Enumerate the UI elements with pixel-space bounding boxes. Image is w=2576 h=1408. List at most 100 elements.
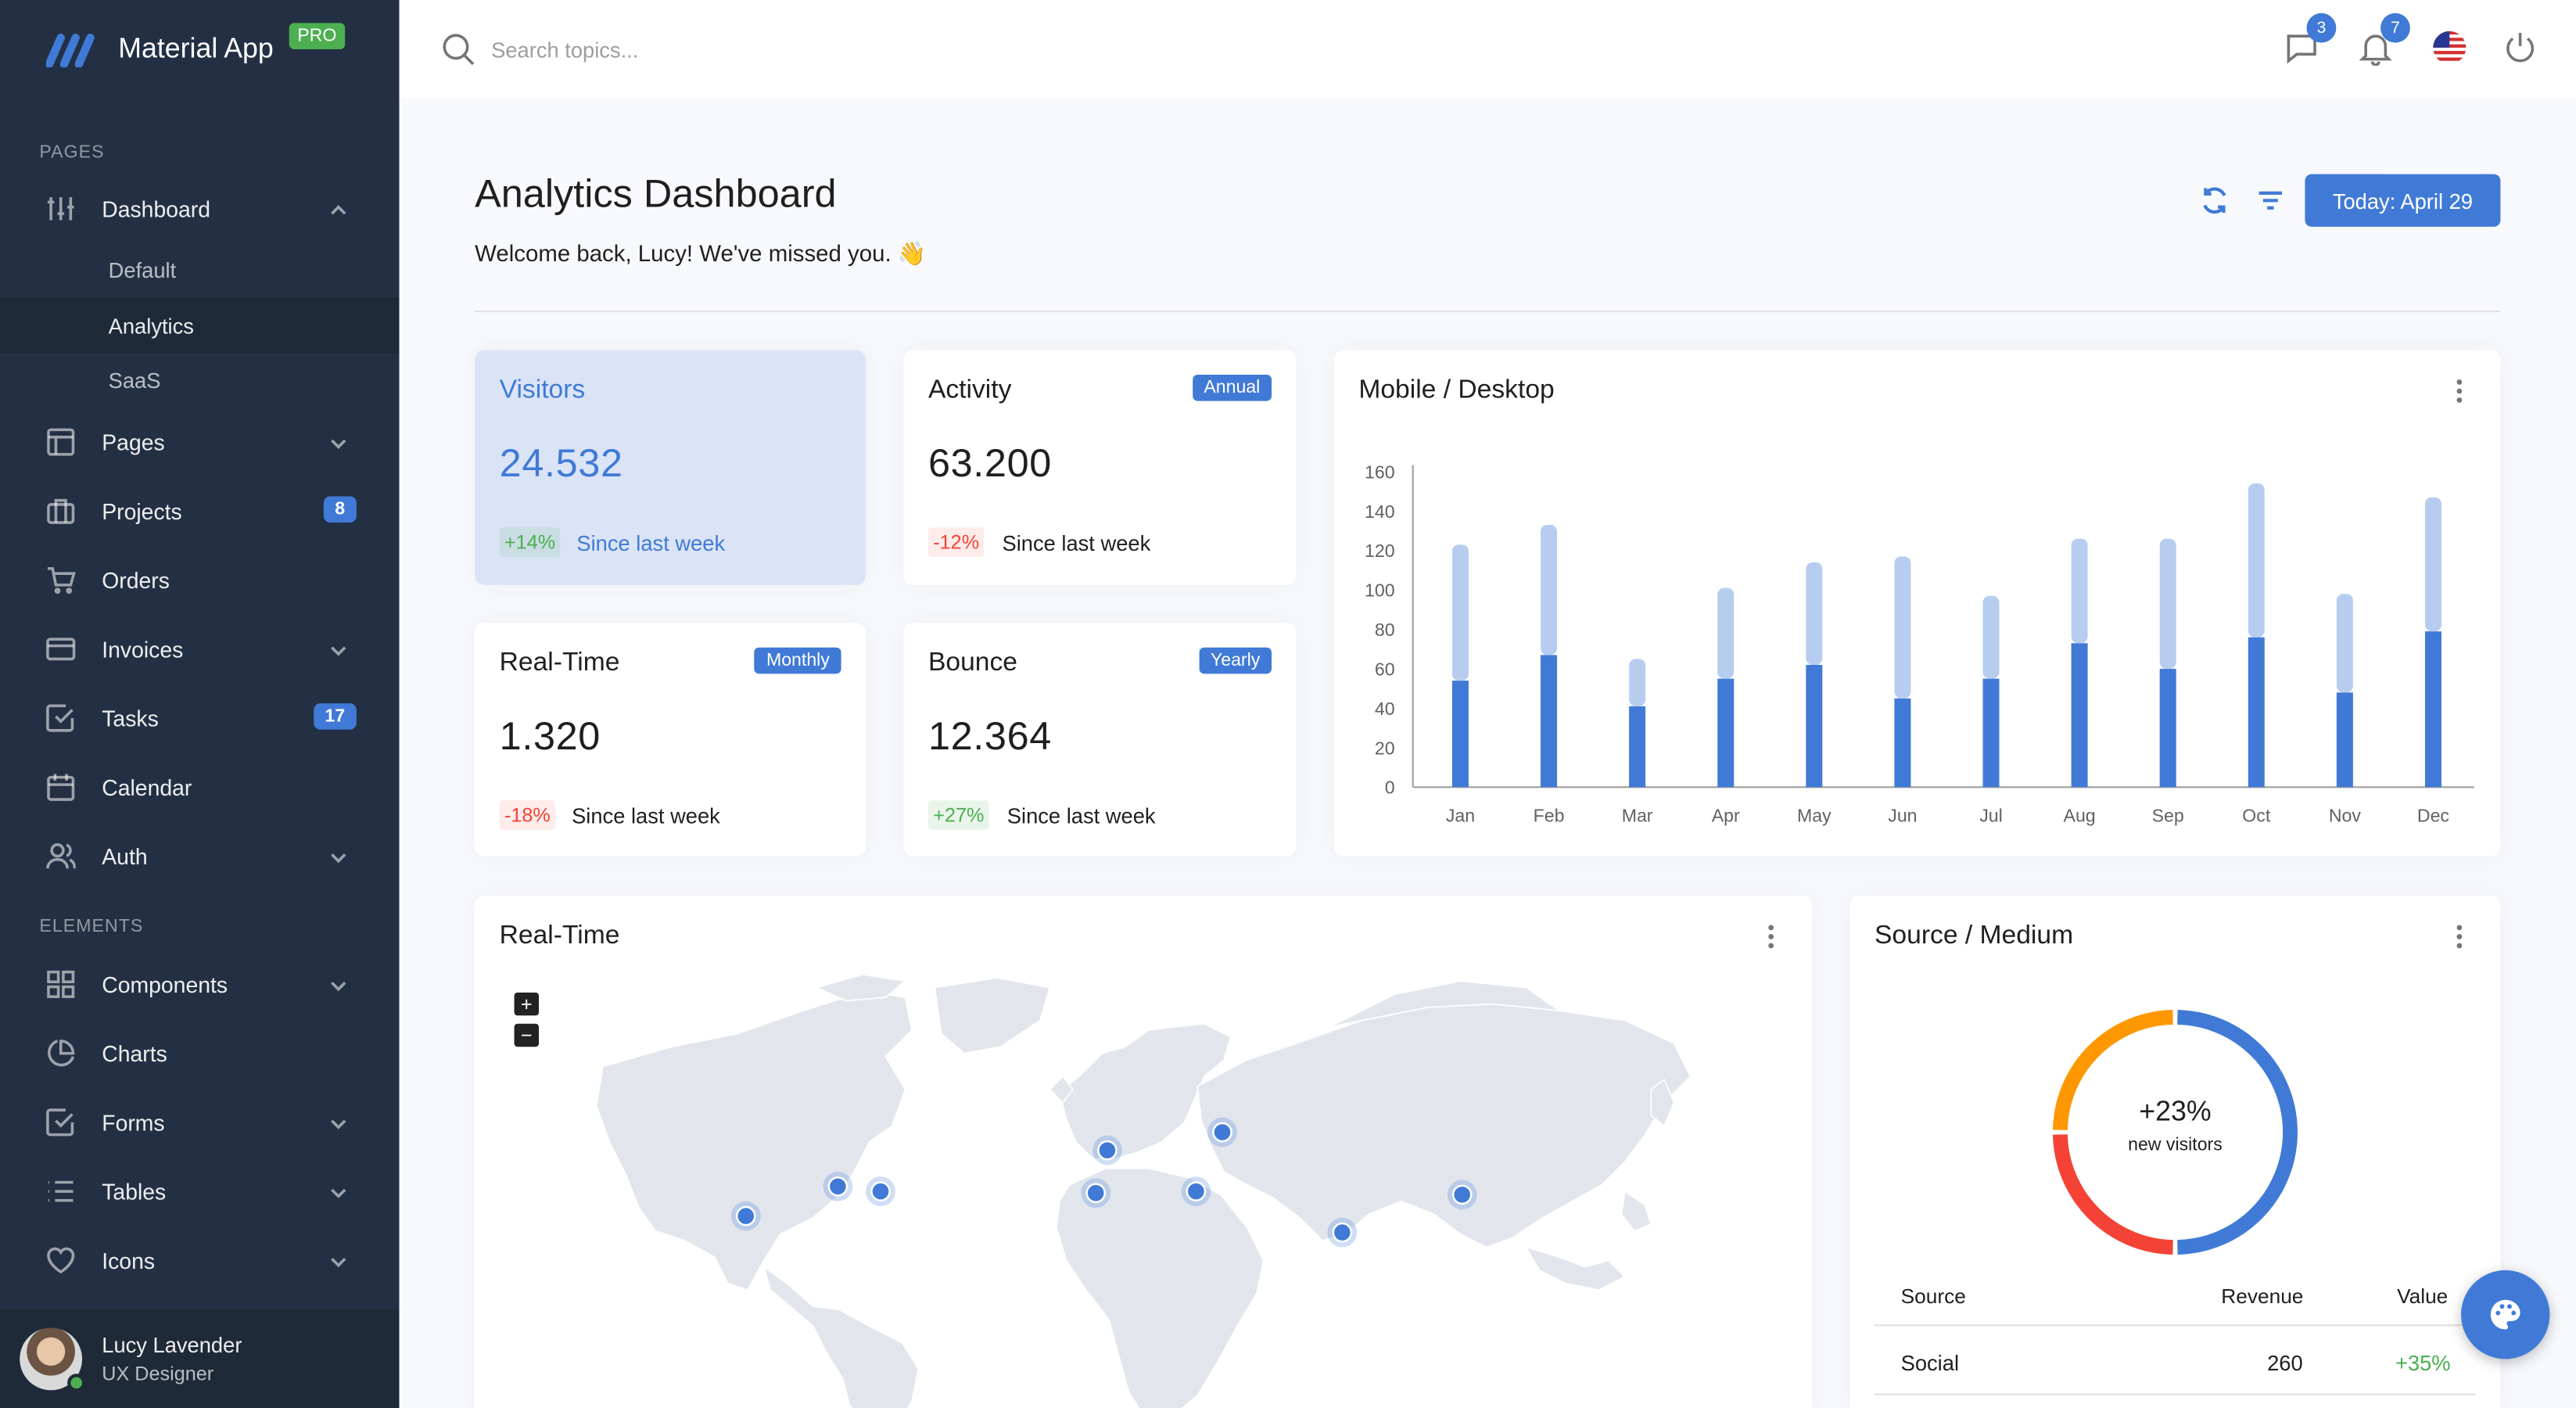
bar-oct-series-2[interactable] [2248,483,2265,638]
sidebar-subitem-saas[interactable]: SaaS [108,367,161,393]
map-marker[interactable] [1085,1183,1107,1203]
sidebar-subitem-analytics[interactable]: Analytics [0,297,400,354]
card-title: Bounce [927,648,1017,677]
table-divider [1875,1324,2476,1327]
map-marker[interactable] [735,1205,756,1227]
delta-badge: -18% [499,800,556,830]
calendar-icon [46,772,76,802]
bar-jul-series-2[interactable] [1982,595,2000,679]
sidebar-item-tables[interactable]: Tables [0,1157,399,1226]
today-date-button[interactable]: Today: April 29 [2305,174,2501,227]
notifications-count-badge: 7 [2380,13,2410,43]
bar-apr-series-1[interactable] [1717,678,1735,788]
card-title: Activity [927,376,1012,404]
table-cell-source: Social [1900,1350,1960,1376]
sidebar-item-invoices[interactable]: Invoices [0,615,399,684]
visitors-card: Visitors 24.532 +14% Since last week [475,350,866,585]
notifications-button[interactable]: 7 [2354,13,2410,70]
bar-jan-series-1[interactable] [1451,681,1469,788]
chevron-down-icon [330,1112,346,1130]
map-marker[interactable] [1332,1222,1353,1243]
sidebar-item-pages[interactable]: Pages [0,408,399,476]
x-tick-label: Aug [2064,805,2096,825]
filter-button[interactable] [2252,182,2288,218]
delta-badge: -12% [927,527,985,558]
more-options-button[interactable] [1756,922,1786,952]
card-title: Real-Time [499,648,620,677]
more-options-button[interactable] [2445,922,2474,952]
briefcase-icon [46,496,76,526]
map-marker[interactable] [1097,1140,1118,1161]
user-name: Lucy Lavender [102,1332,242,1358]
map-zoom-out-button[interactable]: − [514,1023,540,1047]
sidebar-item-orders[interactable]: Orders [0,545,399,614]
bar-may-series-2[interactable] [1806,562,1823,665]
map-marker[interactable] [1451,1184,1473,1205]
map-marker[interactable] [1212,1122,1232,1143]
bar-mar-series-2[interactable] [1629,659,1646,706]
us-flag-icon [2433,31,2467,64]
sidebar-item-label: Pages [102,429,165,454]
sidebar-subitem-default[interactable]: Default [108,257,177,282]
sidebar-item-label: Calendar [102,774,192,800]
language-button[interactable] [2428,27,2471,70]
period-chip: Yearly [1199,647,1272,674]
bar-jun-series-1[interactable] [1894,698,1911,788]
sidebar-item-projects[interactable]: Projects 8 [0,476,399,545]
donut-slice-3[interactable] [2052,1009,2173,1130]
since-label: Since last week [576,530,726,556]
x-tick-label: Jun [1888,805,1917,825]
bar-apr-series-2[interactable] [1717,587,1735,679]
sidebar-item-components[interactable]: Components [0,950,399,1018]
sidebar-item-dashboard[interactable]: Dashboard [0,174,399,243]
sidebar-item-calendar[interactable]: Calendar [0,752,399,821]
sidebar-item-auth[interactable]: Auth [0,821,399,890]
map-marker[interactable] [1186,1181,1207,1201]
more-options-button[interactable] [2445,376,2474,406]
bar-feb-series-1[interactable] [1541,655,1558,788]
bar-may-series-1[interactable] [1806,664,1823,788]
bar-aug-series-2[interactable] [2071,538,2088,644]
users-icon [46,842,76,871]
bar-nov-series-1[interactable] [2336,692,2353,788]
bar-jun-series-2[interactable] [1894,556,1911,699]
brand[interactable]: Material App PRO [0,0,400,99]
bar-sep-series-1[interactable] [2159,669,2176,788]
sidebar-user-panel[interactable]: Lucy Lavender UX Designer [0,1309,400,1408]
world-map-land [595,973,1692,1408]
y-tick-label: 20 [1375,738,1395,758]
x-tick-label: Nov [2329,805,2362,825]
messages-button[interactable]: 3 [2280,13,2337,70]
bar-mar-series-1[interactable] [1629,706,1646,788]
layout-icon [46,427,76,457]
sidebar-item-forms[interactable]: Forms [0,1088,399,1157]
bar-dec-series-1[interactable] [2424,631,2441,788]
bar-oct-series-1[interactable] [2248,637,2265,788]
bar-nov-series-2[interactable] [2336,594,2353,693]
section-title-pages: PAGES [39,142,105,163]
refresh-button[interactable] [2197,182,2233,218]
bar-jan-series-2[interactable] [1451,544,1469,681]
world-map[interactable] [475,896,1812,1408]
sidebar-item-charts[interactable]: Charts [0,1018,399,1087]
map-zoom-in-button[interactable]: + [514,992,540,1016]
map-marker[interactable] [870,1181,891,1201]
theme-settings-button[interactable] [2460,1270,2550,1360]
bar-aug-series-1[interactable] [2071,643,2088,788]
bar-sep-series-2[interactable] [2159,538,2176,670]
bar-jul-series-1[interactable] [1982,678,2000,788]
bar-dec-series-2[interactable] [2424,497,2441,632]
donut-slice-1[interactable] [2177,1009,2298,1255]
card-title: Visitors [499,376,586,404]
sidebar-item-tasks[interactable]: Tasks 17 [0,684,399,752]
y-tick-label: 0 [1385,778,1395,798]
avatar[interactable] [20,1327,86,1392]
card-title: Source / Medium [1875,921,2074,950]
sidebar-item-icons[interactable]: Icons [0,1226,399,1295]
power-button[interactable] [2499,27,2542,70]
donut-slice-2[interactable] [2052,1134,2173,1255]
map-marker[interactable] [827,1176,849,1197]
x-tick-label: May [1797,805,1832,825]
search-input[interactable] [491,31,985,68]
bar-feb-series-2[interactable] [1541,524,1558,656]
